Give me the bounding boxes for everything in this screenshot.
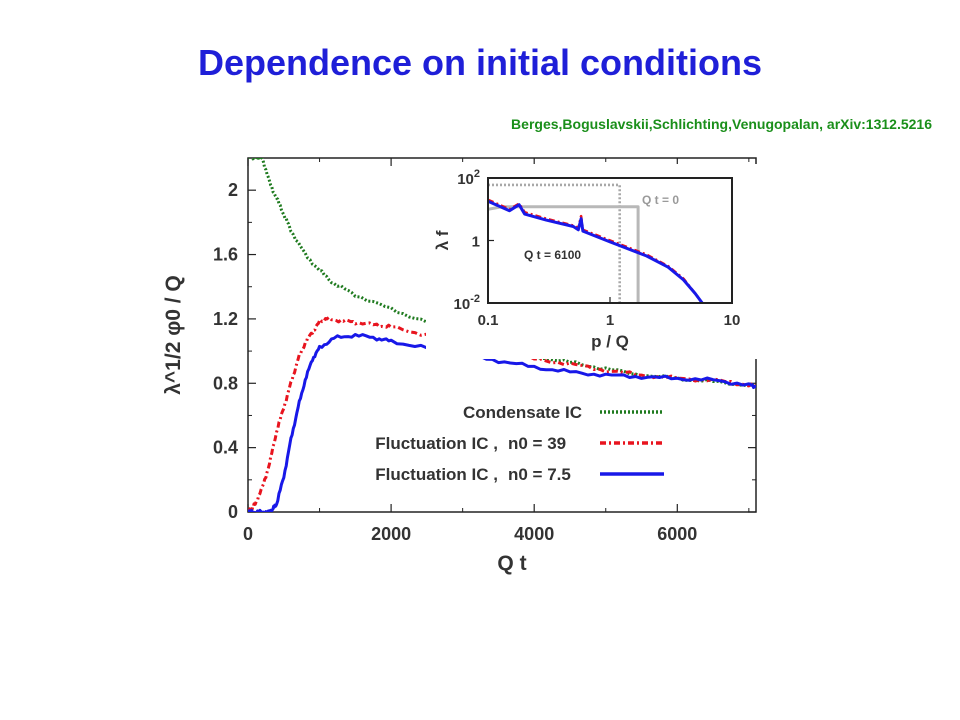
series-line-3 [248, 333, 756, 512]
inset-y-tick-label: 102 [457, 168, 480, 188]
inset-series-group [488, 183, 704, 303]
inset-y-tick-label: 10-2 [454, 293, 480, 313]
x-tick-label: 6000 [657, 524, 697, 544]
inset-series-line-2 [488, 205, 640, 303]
inset-x-tick-label: 10 [724, 312, 741, 329]
y-tick-label: 0 [228, 502, 238, 522]
y-tick-label: 0.8 [213, 373, 238, 393]
series-line-2 [248, 315, 756, 512]
inset-x-axis-label: p / Q [591, 332, 629, 351]
y-axis-label: λ^1/2 φ0 / Q [162, 275, 185, 395]
inset-series-line-1 [488, 183, 621, 303]
legend-param: n0 = 7.5 [508, 465, 571, 484]
x-tick-label: 0 [243, 524, 253, 544]
inset-background [426, 164, 762, 359]
y-tick-label: 0.4 [213, 438, 238, 458]
x-tick-label: 2000 [371, 524, 411, 544]
legend-label: Condensate IC [463, 403, 582, 422]
inset-chart: 0.1 1 10 10-2 1 102 p / Q λ f Q t = 0 Q t = 6100 [426, 164, 762, 359]
legend: Condensate IC Fluctuation IC , n0 = 39 Fluc… [375, 403, 664, 484]
inset-annotation-t6100: Q t = 6100 [524, 248, 581, 262]
inset-y-axis-label: λ f [433, 230, 452, 250]
inset-y-tick-label: 1 [472, 234, 480, 251]
legend-param: n0 = 39 [508, 434, 566, 453]
citation: Berges,Boguslavskii,Schlichting,Venugopa… [511, 116, 932, 132]
slide-title: Dependence on initial conditions [197, 42, 763, 83]
inset-annotation-t0: Q t = 0 [642, 193, 679, 207]
inset-x-tick-label: 1 [606, 312, 614, 329]
x-tick-label: 4000 [514, 524, 554, 544]
legend-label: Fluctuation IC , [375, 465, 498, 484]
y-tick-label: 2 [228, 180, 238, 200]
inset-x-tick-label: 0.1 [478, 312, 499, 329]
y-tick-label: 1.6 [213, 245, 238, 265]
main-series-group [248, 158, 756, 512]
legend-label: Fluctuation IC , [375, 434, 498, 453]
x-axis-label: Q t [497, 552, 526, 575]
inset-series-line-4 [488, 199, 704, 303]
y-tick-label: 1.2 [213, 309, 238, 329]
